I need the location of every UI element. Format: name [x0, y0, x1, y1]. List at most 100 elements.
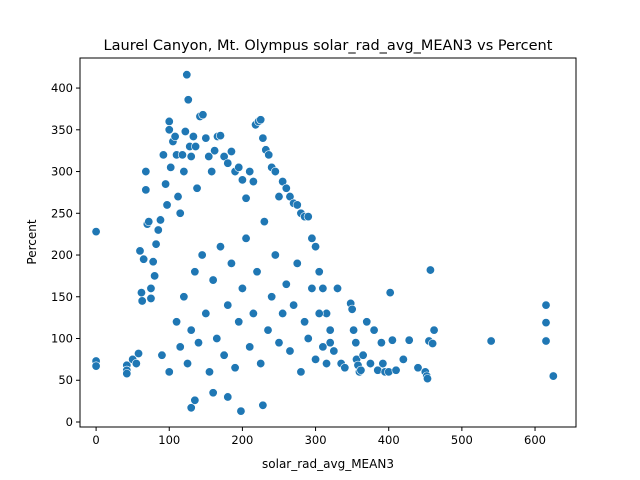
- scatter-point: [179, 292, 189, 302]
- x-tick-label: 200: [231, 433, 253, 447]
- scatter-point: [259, 217, 269, 227]
- scatter-point: [245, 167, 255, 177]
- scatter-point: [311, 354, 321, 364]
- scatter-point: [91, 361, 101, 371]
- scatter-point: [219, 350, 229, 360]
- scatter-point: [175, 208, 185, 218]
- scatter-point: [245, 342, 255, 352]
- scatter-point: [303, 334, 313, 344]
- scatter-point: [376, 338, 386, 348]
- scatter-point: [541, 318, 551, 328]
- scatter-point: [198, 110, 208, 120]
- scatter-point: [157, 350, 167, 360]
- x-tick-label: 500: [451, 433, 473, 447]
- scatter-point: [387, 335, 397, 345]
- scatter-point: [486, 336, 496, 346]
- scatter-point: [150, 271, 160, 281]
- scatter-point: [398, 354, 408, 364]
- y-tick-label: 350: [51, 123, 73, 137]
- scatter-point: [378, 359, 388, 369]
- y-tick-label: 0: [66, 415, 73, 429]
- scatter-point: [252, 267, 262, 277]
- scatter-point: [175, 342, 185, 352]
- scatter-point: [215, 242, 225, 252]
- y-tick-label: 100: [51, 332, 73, 346]
- x-axis-label: solar_rad_avg_MEAN3: [262, 457, 394, 471]
- scatter-point: [541, 336, 551, 346]
- scatter-point: [422, 374, 432, 384]
- chart-title: Laurel Canyon, Mt. Olympus solar_rad_avg…: [104, 38, 553, 54]
- scatter-point: [384, 367, 394, 377]
- scatter-point: [274, 338, 284, 348]
- scatter-point: [281, 183, 291, 193]
- scatter-point: [162, 200, 172, 210]
- scatter-point: [318, 342, 328, 352]
- scatter-point: [226, 258, 236, 268]
- scatter-point: [263, 325, 273, 335]
- x-tick-label: 0: [92, 433, 99, 447]
- scatter-point: [141, 185, 151, 195]
- scatter-point: [153, 225, 163, 235]
- scatter-point: [166, 162, 176, 172]
- scatter-point: [230, 363, 240, 373]
- scatter-point: [141, 167, 151, 177]
- scatter-point: [300, 317, 310, 327]
- scatter-point: [362, 317, 372, 327]
- scatter-point: [122, 369, 132, 379]
- scatter-point: [179, 167, 189, 177]
- scatter-point: [258, 133, 268, 143]
- scatter-point: [139, 254, 149, 264]
- scatter-point: [190, 395, 200, 405]
- scatter-point: [91, 227, 101, 237]
- scatter-point: [296, 367, 306, 377]
- scatter-point: [197, 250, 207, 260]
- y-tick-label: 150: [51, 290, 73, 304]
- scatter-point: [278, 308, 288, 318]
- scatter-point: [155, 215, 165, 225]
- scatter-point: [285, 346, 295, 356]
- scatter-point: [190, 267, 200, 277]
- scatter-point: [349, 325, 359, 335]
- scatter-point: [365, 359, 375, 369]
- scatter-point: [391, 365, 401, 375]
- scatter-point: [292, 258, 302, 268]
- scatter-point: [234, 317, 244, 327]
- scatter-point: [429, 325, 439, 335]
- scatter-point: [186, 403, 196, 413]
- scatter-point: [425, 265, 435, 275]
- y-axis-label: Percent: [25, 219, 39, 264]
- scatter-point: [311, 242, 321, 252]
- scatter-point: [186, 152, 196, 162]
- scatter-point: [325, 325, 335, 335]
- scatter-point: [274, 192, 284, 202]
- scatter-point: [385, 288, 395, 298]
- scatter-point: [270, 167, 280, 177]
- scatter-point: [191, 141, 201, 151]
- scatter-point: [237, 175, 247, 185]
- scatter-point: [256, 115, 266, 125]
- scatter-point: [413, 363, 423, 373]
- scatter-point: [201, 133, 211, 143]
- scatter-point: [170, 131, 180, 141]
- scatter-point: [207, 167, 217, 177]
- scatter-point: [256, 359, 266, 369]
- scatter-point: [164, 367, 174, 377]
- scatter-point: [164, 116, 174, 126]
- scatter-point: [131, 359, 141, 369]
- x-tick-label: 400: [378, 433, 400, 447]
- plot-frame: [79, 57, 577, 428]
- scatter-point: [173, 192, 183, 202]
- scatter-point: [223, 392, 233, 402]
- scatter-point: [204, 152, 214, 162]
- scatter-point: [340, 363, 350, 373]
- scatter-point: [307, 233, 317, 243]
- scatter-point: [303, 212, 313, 222]
- scatter-point: [158, 150, 168, 160]
- scatter-point: [248, 177, 258, 187]
- scatter-point: [215, 131, 225, 141]
- scatter-point: [151, 239, 161, 249]
- scatter-point: [428, 339, 438, 349]
- y-tick-label: 250: [51, 206, 73, 220]
- x-tick-label: 300: [305, 433, 327, 447]
- scatter-point: [369, 325, 379, 335]
